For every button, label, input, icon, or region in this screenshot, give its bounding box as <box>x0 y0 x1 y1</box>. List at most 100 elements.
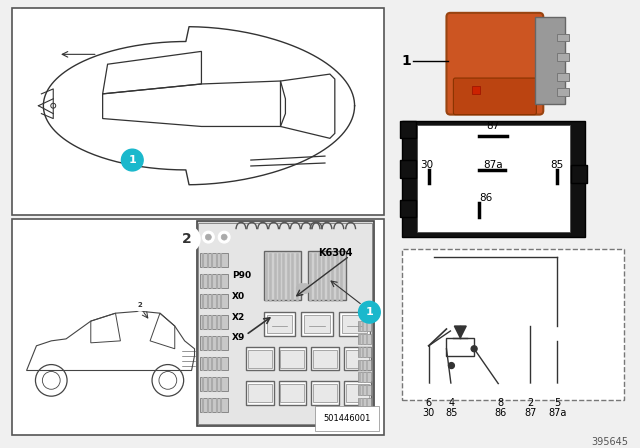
Text: 2: 2 <box>527 398 534 408</box>
Bar <box>358 385 371 395</box>
Bar <box>200 253 228 267</box>
Bar <box>264 312 295 336</box>
Bar <box>472 86 480 94</box>
Bar <box>248 384 271 402</box>
Bar <box>402 249 624 400</box>
Text: 8: 8 <box>498 398 504 408</box>
Bar <box>280 350 304 367</box>
Bar <box>344 347 371 370</box>
Circle shape <box>425 384 433 392</box>
Bar <box>417 125 570 232</box>
FancyBboxPatch shape <box>453 78 536 115</box>
Bar <box>536 17 565 104</box>
Bar <box>402 121 585 237</box>
Bar <box>557 73 569 81</box>
Text: 30: 30 <box>420 160 433 170</box>
Bar <box>358 334 371 344</box>
Text: 2: 2 <box>182 232 191 246</box>
Bar <box>358 411 371 421</box>
Bar <box>200 315 228 329</box>
Circle shape <box>221 234 227 240</box>
Text: 85: 85 <box>445 408 458 418</box>
Text: 501446001: 501446001 <box>323 414 371 423</box>
Bar <box>301 312 333 336</box>
Bar <box>358 360 371 370</box>
Text: X9: X9 <box>232 333 246 342</box>
Text: 85: 85 <box>550 160 563 170</box>
Text: 87: 87 <box>524 408 536 418</box>
Text: 87a: 87a <box>548 408 566 418</box>
Text: 1: 1 <box>129 155 136 165</box>
Text: 87: 87 <box>486 121 500 131</box>
Text: 87a: 87a <box>483 160 502 170</box>
Circle shape <box>218 231 230 243</box>
Bar <box>344 381 371 405</box>
Text: X2: X2 <box>232 313 245 322</box>
Text: 86: 86 <box>495 408 507 418</box>
Bar <box>311 381 339 405</box>
Circle shape <box>447 384 455 392</box>
Bar <box>400 199 416 217</box>
Text: 30: 30 <box>422 408 435 418</box>
Bar <box>557 34 569 42</box>
Bar <box>400 160 416 178</box>
Bar <box>264 251 301 300</box>
Text: X0: X0 <box>232 292 245 301</box>
Text: K6304: K6304 <box>318 248 353 258</box>
Bar <box>200 274 228 288</box>
Bar <box>346 350 369 367</box>
Circle shape <box>553 384 561 392</box>
Polygon shape <box>454 326 466 338</box>
Bar <box>358 347 371 357</box>
Text: 6: 6 <box>426 398 432 408</box>
Text: 395645: 395645 <box>591 437 628 447</box>
Bar <box>248 350 271 367</box>
Text: P90: P90 <box>232 271 251 280</box>
Circle shape <box>527 384 534 392</box>
Bar <box>358 398 371 408</box>
Bar <box>12 220 384 435</box>
Bar <box>200 336 228 350</box>
Bar <box>557 53 569 61</box>
Circle shape <box>134 299 146 311</box>
Text: 1: 1 <box>365 307 373 317</box>
Bar <box>557 88 569 96</box>
Bar <box>246 381 273 405</box>
Bar <box>342 315 367 333</box>
Bar <box>304 315 330 333</box>
Text: 1: 1 <box>401 54 411 68</box>
Bar <box>278 347 306 370</box>
Bar <box>200 357 228 370</box>
Bar <box>358 321 371 331</box>
Text: 86: 86 <box>479 193 492 202</box>
Bar <box>196 221 374 426</box>
Bar <box>400 121 416 138</box>
Bar <box>313 384 337 402</box>
Bar <box>12 8 384 215</box>
Circle shape <box>205 234 211 240</box>
Circle shape <box>296 284 306 293</box>
Bar <box>358 372 371 382</box>
Text: 4: 4 <box>449 398 454 408</box>
Text: 2: 2 <box>138 302 143 308</box>
Circle shape <box>122 149 143 171</box>
Circle shape <box>497 384 505 392</box>
Bar <box>313 350 337 367</box>
Bar <box>246 347 273 370</box>
FancyBboxPatch shape <box>447 13 543 115</box>
Bar <box>278 381 306 405</box>
Bar <box>200 398 228 412</box>
Text: 5: 5 <box>554 398 560 408</box>
Bar <box>280 384 304 402</box>
Bar <box>447 338 474 356</box>
Bar <box>267 315 292 333</box>
Bar <box>308 251 346 300</box>
Circle shape <box>449 362 454 369</box>
Circle shape <box>471 346 477 352</box>
Bar <box>571 165 587 183</box>
Circle shape <box>358 302 380 323</box>
Bar <box>346 384 369 402</box>
Bar <box>200 294 228 308</box>
Bar <box>339 312 371 336</box>
Circle shape <box>202 231 214 243</box>
